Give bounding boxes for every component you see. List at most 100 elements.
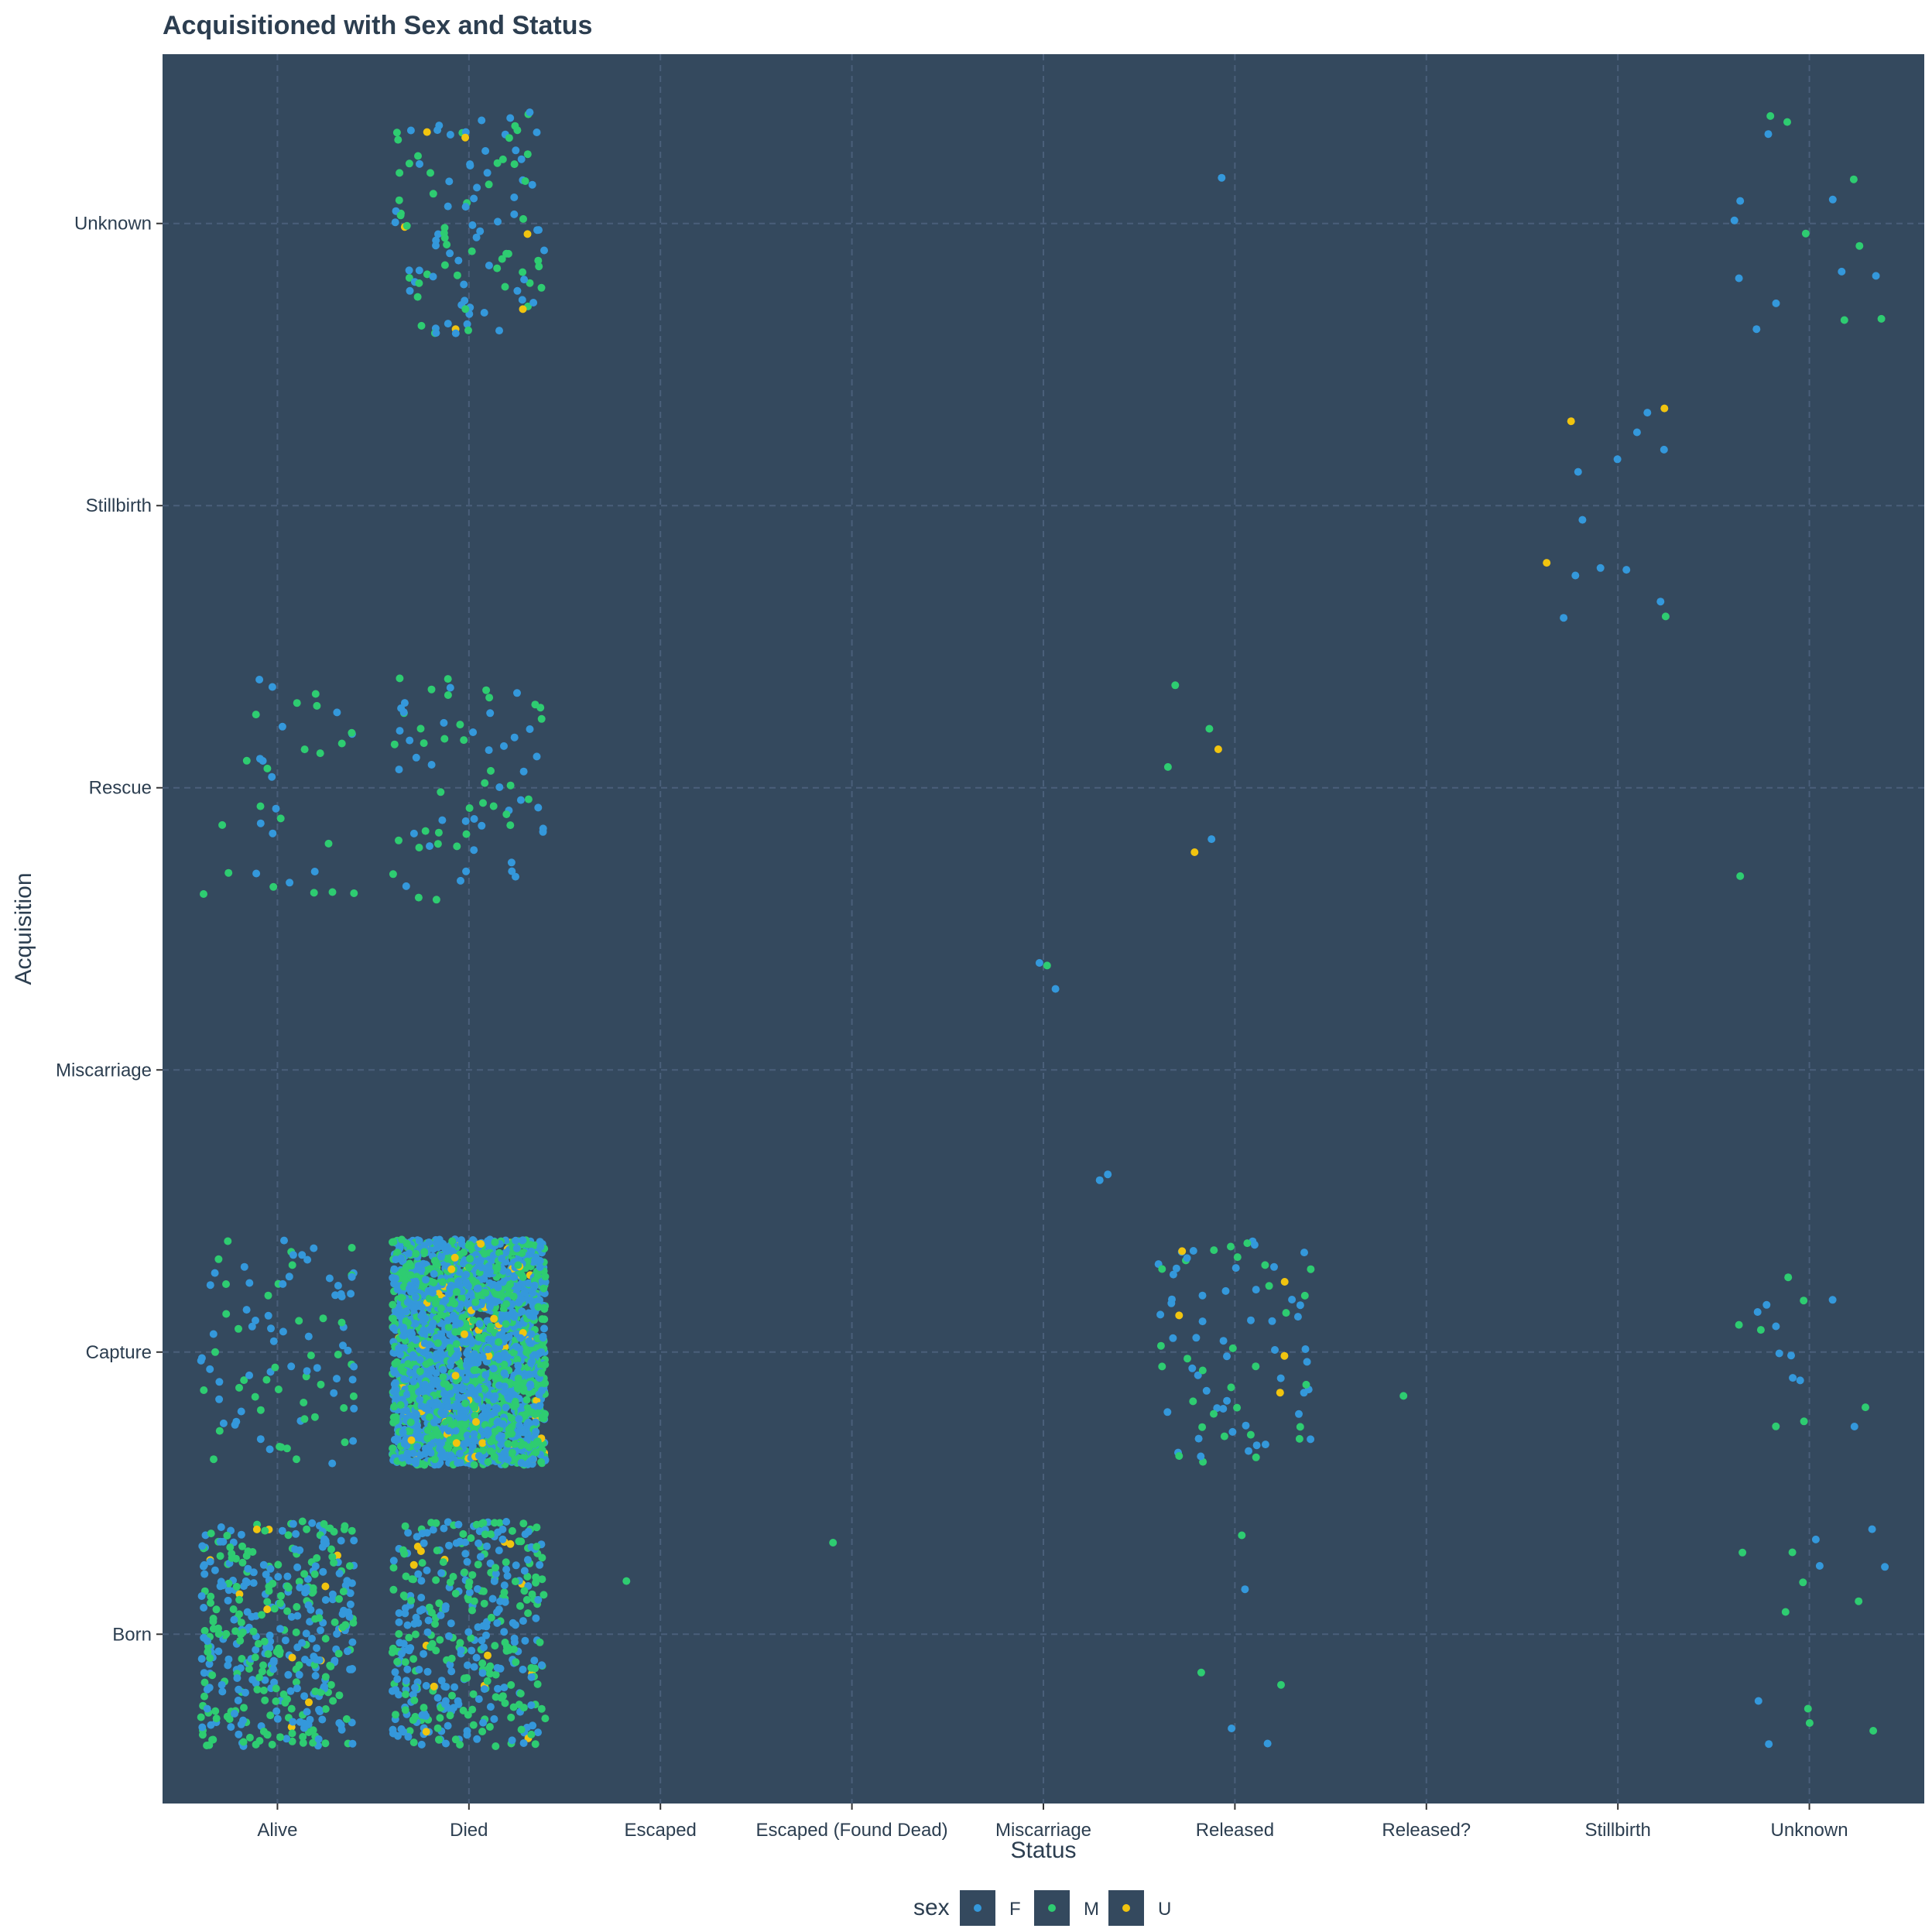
data-point-F — [527, 1330, 536, 1338]
data-point-F — [1574, 468, 1582, 476]
data-point-M — [487, 1613, 495, 1622]
data-point-F — [472, 1653, 481, 1662]
data-point-F — [441, 1296, 450, 1304]
data-point-F — [417, 1312, 426, 1321]
data-point-M — [420, 1461, 429, 1469]
data-point-F — [412, 1277, 420, 1286]
data-point-M — [430, 1455, 439, 1464]
data-point-F — [412, 1410, 420, 1418]
data-point-F — [473, 1284, 481, 1293]
data-point-M — [530, 1242, 538, 1249]
data-point-M — [307, 1351, 315, 1360]
data-point-M — [487, 1437, 495, 1446]
data-point-M — [483, 1677, 492, 1685]
data-point-F — [1736, 197, 1745, 205]
data-point-M — [526, 1443, 534, 1451]
data-point-F — [1787, 1351, 1795, 1360]
data-point-M — [528, 1590, 536, 1598]
data-point-F — [308, 1635, 316, 1643]
data-point-F — [1194, 1434, 1203, 1443]
data-point-M — [269, 882, 278, 891]
data-point-F — [518, 1307, 526, 1316]
data-point-M — [1243, 1239, 1252, 1248]
data-point-F — [237, 1407, 245, 1416]
legend-swatch — [974, 1904, 981, 1912]
data-point-M — [402, 1239, 411, 1248]
data-point-F — [426, 842, 433, 851]
data-point-F — [350, 1536, 358, 1545]
data-point-F — [298, 1639, 307, 1647]
data-point-M — [329, 1697, 337, 1705]
data-point-F — [404, 1732, 413, 1741]
data-point-M — [409, 1738, 418, 1747]
data-point-F — [540, 246, 548, 255]
data-point-M — [439, 1372, 447, 1381]
data-point-U — [1175, 1311, 1184, 1320]
data-point-M — [432, 1519, 440, 1527]
data-point-F — [453, 1383, 461, 1392]
data-point-F — [536, 1242, 545, 1251]
data-point-F — [1303, 1358, 1311, 1366]
data-point-F — [328, 1590, 337, 1598]
data-point-M — [431, 1299, 440, 1307]
data-point-F — [486, 709, 495, 718]
data-point-F — [397, 1649, 406, 1658]
data-point-F — [409, 1690, 417, 1699]
data-point-M — [210, 1455, 218, 1464]
data-point-F — [521, 1636, 529, 1645]
data-point-F — [406, 1328, 415, 1337]
data-point-M — [489, 802, 498, 810]
data-point-F — [505, 1332, 513, 1341]
data-point-F — [280, 1236, 288, 1245]
data-point-U — [490, 1314, 498, 1323]
data-point-M — [334, 1649, 343, 1658]
data-point-M — [1736, 872, 1745, 880]
x-tick-label: Released? — [1382, 1820, 1471, 1841]
data-point-M — [321, 1739, 330, 1748]
data-point-M — [242, 756, 251, 765]
data-point-M — [284, 1531, 293, 1540]
data-point-F — [1571, 571, 1580, 580]
data-point-F — [412, 753, 420, 762]
data-point-U — [430, 1682, 438, 1690]
data-point-F — [278, 722, 286, 731]
data-point-M — [1227, 1242, 1235, 1251]
data-point-M — [533, 1523, 541, 1532]
data-point-M — [338, 1623, 347, 1632]
data-point-F — [513, 689, 521, 697]
data-point-M — [506, 1280, 514, 1289]
data-point-M — [327, 1680, 335, 1689]
data-point-F — [422, 1681, 430, 1690]
data-point-M — [389, 1564, 398, 1572]
data-point-F — [425, 1238, 433, 1246]
data-point-M — [224, 868, 233, 877]
data-point-F — [465, 1588, 474, 1597]
data-point-M — [522, 1410, 530, 1419]
data-point-M — [200, 1692, 208, 1701]
data-point-F — [320, 1535, 329, 1543]
data-point-F — [459, 1338, 468, 1346]
data-point-M — [479, 799, 487, 807]
data-point-M — [540, 1591, 548, 1599]
data-point-M — [415, 279, 423, 287]
data-point-M — [235, 1383, 243, 1392]
data-point-M — [484, 1458, 492, 1466]
data-point-F — [293, 1684, 301, 1693]
data-point-M — [224, 1237, 232, 1245]
data-point-M — [340, 1404, 348, 1412]
data-point-M — [255, 1673, 264, 1682]
data-point-M — [433, 1339, 442, 1348]
data-point-F — [409, 1377, 417, 1386]
data-point-M — [334, 1351, 342, 1358]
data-point-F — [262, 1571, 270, 1579]
data-point-M — [348, 1526, 356, 1535]
data-point-F — [215, 1395, 224, 1403]
data-point-F — [457, 1300, 465, 1309]
data-point-F — [454, 1520, 463, 1529]
x-tick-label: Miscarriage — [995, 1820, 1091, 1841]
data-point-F — [440, 1242, 448, 1251]
data-point-F — [393, 1675, 402, 1684]
data-point-M — [448, 1237, 457, 1245]
data-point-M — [211, 1348, 219, 1356]
data-point-M — [426, 1643, 435, 1651]
